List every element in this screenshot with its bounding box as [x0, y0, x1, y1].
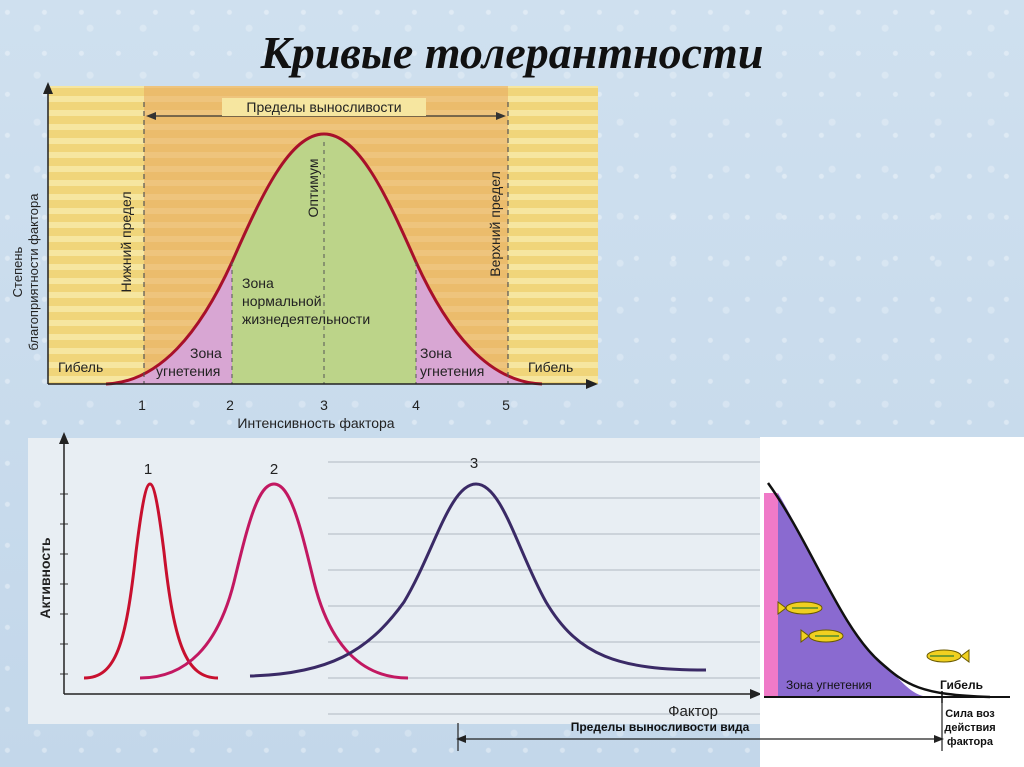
- x-axis-arrow: [586, 379, 598, 389]
- limits-arrow-right-head: [496, 112, 506, 120]
- oppression-zone-fill: [778, 493, 930, 697]
- tolerance-curve: [105, 132, 543, 386]
- lower-limit-label: Нижний предел: [118, 191, 134, 292]
- species-curve: [766, 482, 991, 699]
- limits-arrow-left-head: [146, 112, 156, 120]
- limits-label: Пределы выносливости: [246, 99, 401, 115]
- y-axis-label-2: благоприятности фактора: [26, 193, 41, 351]
- normal-zone-label-1: Зона: [242, 275, 274, 291]
- species-limit-diagram: Зона угнетения Гибель Пределы выносливос…: [456, 437, 1024, 767]
- limits-label-bg: [222, 98, 426, 116]
- force-label-3: фактора: [947, 736, 994, 748]
- death-right-label: Гибель: [528, 359, 573, 375]
- tick-label-1: 1: [138, 397, 146, 413]
- species-limits-label: Пределы выносливости вида: [571, 720, 750, 734]
- normal-zone-label-2: нормальной: [242, 293, 322, 309]
- activity-y-axis-label: Активность: [37, 537, 53, 619]
- x-axis-label: Интенсивность фактора: [237, 415, 394, 431]
- tick-label-4: 4: [412, 397, 420, 413]
- oppression-left-label-2: угнетения: [156, 363, 220, 379]
- oppression-right-label-1: Зона: [420, 345, 452, 361]
- force-label-1: Сила воз: [945, 708, 995, 720]
- species-limits-arrow-left: [456, 735, 466, 743]
- activity-curve-2: [139, 482, 409, 680]
- tick-label-5: 5: [502, 397, 510, 413]
- curve-label-1: 1: [144, 461, 152, 478]
- activity-x-axis-arrow: [750, 689, 762, 699]
- death-left-label: Гибель: [58, 359, 103, 375]
- activity-x-axis-label: Фактор: [668, 703, 718, 720]
- oppression-zone-label: Зона угнетения: [786, 678, 872, 692]
- fish-icon: [777, 601, 823, 615]
- curve-label-3: 3: [470, 455, 478, 472]
- species-limits-arrow-right: [934, 735, 944, 743]
- activity-y-axis-arrow: [59, 432, 69, 444]
- y-axis-arrow: [43, 82, 53, 94]
- death-label: Гибель: [940, 678, 983, 692]
- optimum-label: Оптимум: [305, 159, 321, 218]
- upper-limit-label: Верхний предел: [487, 171, 503, 277]
- oppression-left-label-1: Зона: [190, 345, 222, 361]
- tick-label-2: 2: [226, 397, 234, 413]
- fish-icon: [926, 649, 970, 663]
- activity-diagram: 1 2 3 Активность Фактор: [28, 432, 768, 724]
- activity-curve-3: [249, 482, 707, 678]
- force-label-2: действия: [944, 722, 995, 734]
- page-title: Кривые толерантности: [260, 27, 764, 78]
- tick-label-3: 3: [320, 397, 328, 413]
- normal-zone-label-3: жизнедеятельности: [242, 311, 370, 327]
- activity-curve-1: [83, 482, 219, 680]
- curve-label-2: 2: [270, 461, 278, 478]
- oppression-right-label-2: угнетения: [420, 363, 484, 379]
- tolerance-diagram: Пределы выносливости Степень благоприятн…: [10, 82, 598, 431]
- fish-icon: [800, 629, 844, 643]
- y-axis-label-1: Степень: [10, 246, 25, 297]
- species-pink-strip: [764, 493, 778, 697]
